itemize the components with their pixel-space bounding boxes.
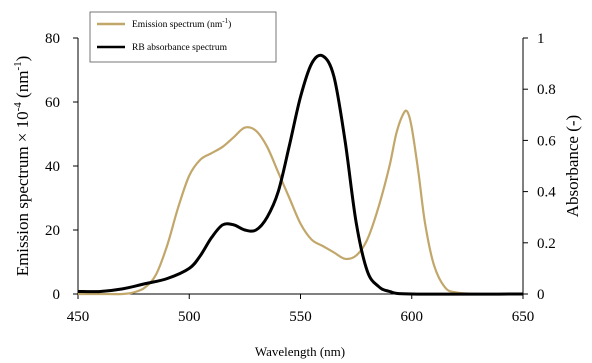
y-left-tick-label-2: 40 — [45, 159, 60, 175]
legend-label-emission: Emission spectrum (nm-1) — [132, 17, 231, 30]
legend: Emission spectrum (nm-1) RB absorbance s… — [89, 11, 277, 63]
y-right-tick-label-0: 0 — [537, 287, 545, 303]
y-left-tick-label-4: 80 — [45, 31, 60, 47]
legend-emission-text: Emission spectrum (nm — [132, 19, 223, 30]
y-left-title-units-exp: -1 — [12, 61, 24, 70]
y-left-title-exp: -4 — [12, 102, 24, 112]
y-left-tick-label-0: 0 — [53, 287, 61, 303]
y-right-tick-label-5: 1 — [537, 31, 545, 47]
y-axis-left-title: Emission spectrum × 10-4 (nm-1) — [12, 56, 32, 277]
legend-label-absorbance: RB absorbance spectrum — [132, 43, 228, 53]
y-right-tick-label-3: 0.6 — [537, 133, 556, 149]
x-tick-label-1: 500 — [178, 309, 201, 325]
y-right-tick-label-1: 0.2 — [537, 236, 556, 252]
y-right-tick-label-2: 0.4 — [537, 185, 556, 201]
x-tick-label-4: 650 — [512, 309, 535, 325]
legend-box — [89, 11, 277, 63]
y-right-tick-label-4: 0.8 — [537, 82, 556, 98]
y-left-tick-label-3: 60 — [45, 95, 60, 111]
y-left-title-suffix: ) — [13, 56, 32, 62]
series-layer — [77, 53, 524, 296]
y-left-title-units-prefix: (nm — [13, 71, 32, 103]
y-axis-right-title: Absorbance (-) — [563, 115, 582, 217]
x-axis-title: Wavelength (nm) — [255, 344, 345, 359]
emission-series-line — [77, 109, 523, 296]
y-axis-right-ticks: 0 0.2 0.4 0.6 0.8 1 — [523, 31, 556, 303]
y-left-title-prefix: Emission spectrum × 10 — [13, 111, 32, 276]
x-axis-ticks: 450 500 550 600 650 — [67, 294, 535, 325]
x-tick-label-2: 550 — [289, 309, 312, 325]
x-tick-label-0: 450 — [67, 309, 90, 325]
x-tick-label-3: 600 — [401, 309, 424, 325]
legend-emission-close: ) — [228, 19, 231, 30]
y-left-tick-label-1: 20 — [45, 223, 60, 239]
y-axis-left-ticks: 0 20 40 60 80 — [45, 31, 78, 303]
absorbance-series-line — [77, 53, 524, 296]
legend-emission-exp: -1 — [222, 17, 228, 25]
